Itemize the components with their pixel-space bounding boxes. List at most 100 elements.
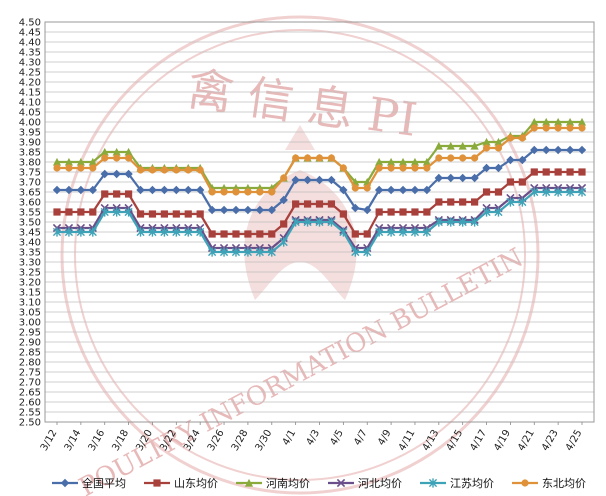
data-point (458, 173, 467, 183)
data-point (136, 185, 145, 195)
data-point (327, 217, 336, 227)
data-point (458, 141, 467, 150)
data-point (101, 190, 109, 198)
data-point (279, 237, 288, 247)
data-point (52, 157, 62, 166)
y-tick-label: 4.15 (19, 88, 41, 99)
data-point (339, 210, 347, 218)
data-point (542, 124, 550, 132)
data-point (398, 185, 408, 195)
data-point (446, 173, 455, 183)
data-point (172, 210, 180, 218)
y-tick-label: 3.95 (19, 128, 41, 139)
data-point (410, 185, 420, 195)
data-point (506, 134, 515, 142)
data-point (565, 145, 575, 155)
data-point (196, 210, 204, 218)
data-point (351, 184, 359, 192)
data-point (315, 175, 324, 185)
x-tick-label: 4/21 (516, 428, 537, 453)
y-tick-label: 3.75 (19, 168, 41, 179)
data-point (399, 208, 407, 216)
data-point (124, 190, 133, 198)
y-tick-label: 2.60 (19, 398, 41, 409)
data-point (494, 207, 503, 217)
x-tick-label: 4/23 (540, 428, 561, 453)
y-tick-label: 4.25 (19, 68, 41, 79)
legend-swatch-marker (521, 479, 529, 487)
data-point (410, 157, 420, 166)
legend-swatch-marker (428, 478, 438, 488)
data-point (530, 145, 539, 155)
data-point (447, 154, 455, 162)
data-point (303, 154, 312, 162)
data-point (64, 185, 74, 195)
data-point (542, 145, 551, 155)
data-point (148, 185, 157, 195)
data-point (434, 141, 443, 150)
data-point (553, 145, 563, 155)
data-point (387, 164, 395, 172)
legend-swatch-marker (60, 478, 70, 488)
data-point (446, 141, 455, 150)
watermark-seal: 禽 信 息 PI POULTRY INFORMATION BULLETIN (60, 15, 540, 496)
y-tick-label: 3.30 (19, 258, 41, 269)
data-point (280, 174, 288, 182)
data-point (375, 208, 383, 216)
data-point (494, 144, 503, 152)
data-point (518, 134, 526, 142)
data-point (172, 227, 181, 237)
data-point (160, 227, 169, 237)
y-tick-label: 4.45 (19, 28, 41, 39)
x-tick-label: 4/3 (305, 428, 323, 447)
legend-label: 河南均价 (266, 477, 310, 490)
y-tick-label: 4.10 (19, 98, 41, 109)
x-tick-label: 3/30 (254, 428, 275, 453)
data-point (327, 154, 336, 162)
data-point (411, 208, 419, 216)
data-point (88, 185, 97, 195)
data-point (315, 200, 324, 208)
data-point (386, 157, 396, 166)
y-tick-label: 3.50 (19, 218, 41, 229)
data-point (76, 227, 85, 237)
data-point (422, 227, 431, 237)
data-point (231, 247, 241, 257)
data-point (566, 168, 574, 176)
data-point (482, 137, 491, 146)
data-point (398, 157, 408, 166)
y-tick-label: 2.70 (19, 378, 41, 389)
data-point (554, 187, 563, 197)
x-axis: 3/12 3/14 3/16 3/18 3/20 3/22 3/24 3/26 3/28 3/30… (39, 422, 585, 453)
data-point (219, 247, 229, 257)
data-point (578, 124, 586, 132)
y-tick-label: 4.50 (19, 18, 41, 29)
legend-label: 东北均价 (542, 477, 586, 490)
y-tick-label: 3.10 (19, 298, 41, 309)
data-point (136, 210, 145, 218)
y-tick-label: 2.50 (19, 418, 41, 429)
data-point (255, 247, 264, 257)
data-point (292, 200, 300, 208)
data-point (279, 195, 288, 205)
legend-item: 全国平均 (52, 476, 126, 490)
data-point (53, 164, 61, 172)
data-point (136, 227, 145, 237)
data-point (470, 217, 479, 227)
data-point (255, 205, 265, 215)
data-point (411, 164, 419, 172)
data-point (459, 154, 467, 162)
legend-item: 河南均价 (236, 477, 310, 490)
x-tick-label: 3/16 (87, 428, 108, 453)
legend-item: 山东均价 (144, 477, 218, 490)
data-point (76, 157, 85, 166)
data-point (113, 154, 121, 162)
series-layer (52, 117, 587, 257)
data-point (506, 155, 515, 165)
data-point (77, 208, 85, 216)
y-tick-label: 4.30 (19, 58, 41, 69)
data-point (243, 247, 253, 257)
data-point (386, 185, 396, 195)
x-tick-label: 3/14 (63, 428, 84, 453)
y-tick-label: 3.60 (19, 198, 41, 209)
